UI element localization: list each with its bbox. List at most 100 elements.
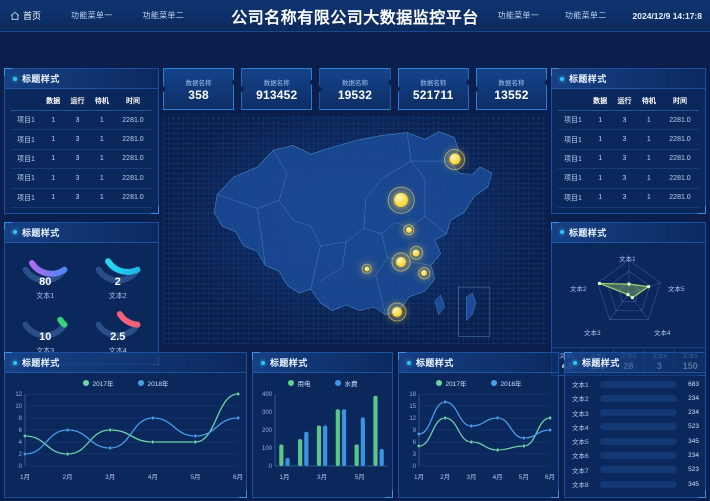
svg-text:1月: 1月 (414, 473, 424, 481)
gauge-grid: 80文本12文本210文本32.5文本4 (5, 243, 158, 364)
svg-text:0: 0 (269, 464, 273, 470)
rank-row[interactable]: 文本6 234 (572, 450, 699, 460)
bottom-row: 标题样式 2017年 2018年 0 2 4 6 8 10 12 1月 2月 3月 4月 5月 6月 标题… (4, 352, 706, 499)
left-table-title: 标题样式 (22, 74, 60, 84)
right-table-title: 标题样式 (569, 74, 607, 84)
rank-value: 234 (688, 451, 699, 459)
rank-row[interactable]: 文本3 234 (572, 408, 699, 418)
table-cell: 1 (636, 149, 661, 170)
map-node-ring (418, 267, 430, 280)
table-row[interactable]: 项目1 1 3 1 2281.0 (11, 149, 152, 170)
rank-row[interactable]: 文本4 523 (572, 422, 699, 432)
nav-home[interactable]: 首页 (10, 9, 41, 22)
kpi-card[interactable]: 数据名称 913452 (241, 68, 313, 110)
map-node-ring (387, 302, 407, 322)
kpi-row: 数据名称 358 数据名称 913452 数据名称 19532 数据名称 521711 数据名称… (163, 68, 548, 110)
map-node[interactable] (387, 187, 415, 214)
china-map[interactable] (163, 116, 547, 344)
rank-row[interactable]: 文本7 523 (572, 465, 699, 475)
gauge-label: 文本3 (36, 346, 54, 356)
svg-text:1月: 1月 (20, 473, 30, 481)
map-node[interactable] (391, 252, 411, 272)
table-row[interactable]: 项目1 1 3 1 2281.0 (11, 188, 152, 208)
nav-menu-left-2[interactable]: 功能菜单二 (142, 11, 185, 20)
nav-menu-left-1[interactable]: 功能菜单一 (71, 11, 113, 20)
table-cell: 1 (41, 168, 66, 189)
gauge: 80 文本1 (9, 250, 82, 301)
svg-text:6: 6 (413, 440, 417, 446)
table-cell: 2281.0 (114, 110, 152, 131)
bullet-icon (261, 360, 265, 365)
line-chart-2-plot: 0 3 6 9 12 15 18 1月 2月 3月 4月 5月 6月 (399, 388, 558, 484)
table-row[interactable]: 项目1 1 3 1 2281.0 (558, 110, 699, 131)
rank-panel-header: 标题样式 (565, 353, 705, 373)
table-cell: 1 (89, 149, 114, 170)
rank-row[interactable]: 文本5 345 (572, 436, 699, 446)
rank-value: 345 (688, 437, 699, 445)
kpi-card[interactable]: 数据名称 521711 (397, 68, 469, 110)
kpi-card[interactable]: 数据名称 13552 (475, 68, 548, 110)
rank-row[interactable]: 文本8 345 (572, 479, 699, 489)
table-cell: 2281.0 (661, 149, 699, 170)
radar-axis-label: 文本1 (619, 255, 636, 263)
rank-label: 文本8 (572, 482, 589, 490)
nav-menu-right-1[interactable]: 功能菜单一 (497, 11, 540, 20)
map-node[interactable] (418, 267, 430, 280)
bar-chart-plot: 0 100 200 300 400 1月 3月 5月 (253, 388, 392, 484)
rank-value: 345 (688, 480, 699, 488)
rank-value: 683 (688, 380, 699, 388)
legend-item[interactable]: 水费 (334, 378, 358, 388)
svg-text:4月: 4月 (493, 473, 503, 481)
table-cell: 1 (588, 110, 613, 131)
kpi-card[interactable]: 数据名称 19532 (319, 68, 391, 110)
legend-item[interactable]: 用电 (287, 378, 311, 388)
rank-row[interactable]: 文本1 683 (572, 379, 699, 389)
right-table-header: 标题样式 (552, 69, 705, 89)
table-cell: 2281.0 (661, 129, 699, 150)
table-row[interactable]: 项目1 1 3 1 2281.0 (11, 168, 152, 189)
svg-text:5月: 5月 (355, 473, 365, 481)
legend-item[interactable]: 2017年 (435, 378, 467, 388)
kpi-card[interactable]: 数据名称 358 (163, 68, 235, 110)
table-cell: 项目1 (11, 168, 41, 189)
table-row[interactable]: 项目1 1 3 1 2281.0 (558, 168, 699, 189)
legend-item[interactable]: 2018年 (137, 378, 168, 388)
legend-label: 2017年 (445, 381, 467, 388)
radar-axis-label: 文本3 (584, 329, 601, 337)
table-row[interactable]: 项目1 1 3 1 2281.0 (558, 129, 699, 150)
table-cell: 1 (89, 110, 114, 131)
map-node[interactable] (403, 224, 415, 236)
legend-label: 2018年 (500, 381, 522, 388)
table-column-header: 数据 (41, 91, 66, 111)
bullet-icon (13, 230, 17, 235)
table-row[interactable]: 项目1 1 3 1 2281.0 (11, 110, 152, 131)
gauge-arc: 2 (87, 250, 149, 290)
map-node[interactable] (387, 302, 407, 322)
map-node-ring (403, 224, 415, 236)
home-icon (10, 11, 20, 21)
table-row[interactable]: 项目1 1 3 1 2281.0 (11, 129, 152, 150)
table-cell: 3 (612, 129, 637, 150)
line-chart-1-legend: 2017年 2018年 (5, 373, 246, 388)
map-node[interactable] (409, 246, 424, 260)
nav-menu-right-2[interactable]: 功能菜单二 (565, 11, 607, 20)
table-cell: 2281.0 (114, 129, 152, 150)
legend-item[interactable]: 2017年 (82, 378, 114, 388)
nav-home-label: 首页 (23, 11, 42, 21)
left-data-table: 数据 运行 待机 时间 项目1 1 3 1 2281.0 项目1 1 3 1 2281.0 项目1 1 3 1 2… (11, 91, 152, 208)
table-cell: 1 (636, 129, 661, 150)
table-row[interactable]: 项目1 1 3 1 2281.0 (558, 149, 699, 170)
svg-text:3月: 3月 (466, 473, 476, 481)
rank-track (600, 380, 677, 388)
rank-label: 文本2 (572, 396, 589, 404)
map-node[interactable] (361, 264, 372, 274)
bar-chart-legend: 用电 水费 (253, 373, 392, 388)
legend-item[interactable]: 2018年 (490, 378, 522, 388)
rank-label: 文本4 (572, 424, 589, 432)
table-cell: 1 (89, 168, 114, 189)
table-row[interactable]: 项目1 1 3 1 2281.0 (558, 188, 699, 208)
table-cell: 3 (65, 110, 90, 131)
map-node[interactable] (444, 148, 466, 170)
rank-row[interactable]: 文本2 234 (572, 393, 699, 403)
left-table-header: 标题样式 (5, 69, 158, 89)
